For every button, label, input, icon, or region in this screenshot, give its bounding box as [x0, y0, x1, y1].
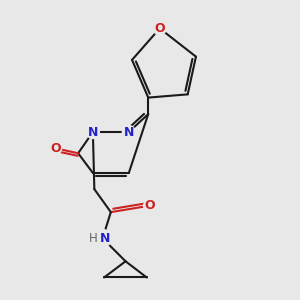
Text: H: H	[88, 232, 97, 245]
Circle shape	[86, 126, 99, 139]
Circle shape	[94, 230, 111, 247]
Circle shape	[143, 199, 157, 212]
Circle shape	[153, 22, 166, 35]
Text: O: O	[50, 142, 61, 155]
Text: O: O	[154, 22, 165, 35]
Circle shape	[49, 142, 62, 155]
Circle shape	[122, 126, 135, 139]
Text: N: N	[100, 232, 111, 245]
Text: N: N	[88, 125, 98, 139]
Text: N: N	[124, 125, 134, 139]
Text: O: O	[145, 199, 155, 212]
